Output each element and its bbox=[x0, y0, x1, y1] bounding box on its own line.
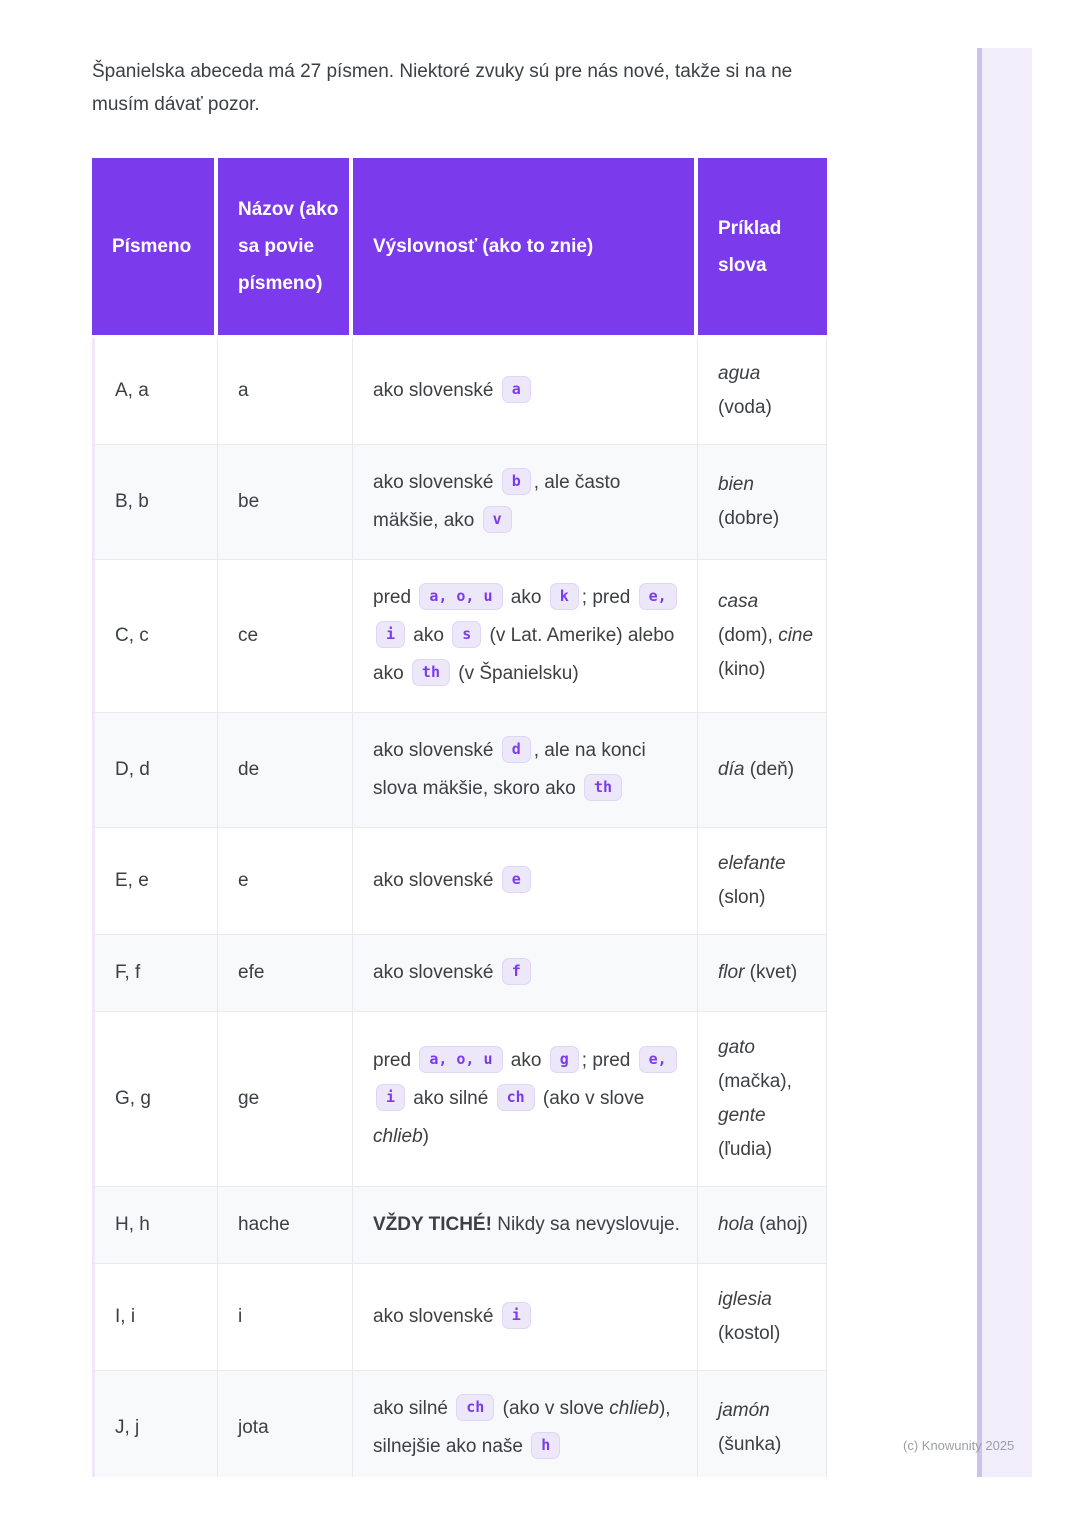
example-cell: bien (dobre) bbox=[698, 445, 827, 560]
alphabet-table: Písmeno Názov (ako sa povie písmeno) Výs… bbox=[92, 158, 827, 1477]
letter-name-cell: efe bbox=[218, 935, 353, 1012]
code-chip: v bbox=[482, 506, 512, 533]
example-word-italic: día bbox=[718, 759, 745, 780]
code-chip: ch bbox=[496, 1084, 535, 1111]
letter-name-cell: de bbox=[218, 713, 353, 828]
code-chip: e, bbox=[638, 583, 677, 610]
example-word-italic: flor bbox=[718, 962, 745, 983]
pronunciation-cell: ako slovenské f bbox=[353, 935, 698, 1012]
pronunciation-cell: ako slovenské e bbox=[353, 828, 698, 935]
code-chip: s bbox=[452, 621, 482, 648]
knowunity-watermark: (c) Knowunity 2025 bbox=[903, 1438, 1015, 1453]
pronunciation-cell: pred a, o, u ako k; pred e, i ako s (v L… bbox=[353, 560, 698, 713]
example-word-italic: casa bbox=[718, 591, 759, 612]
letter-cell: G, g bbox=[92, 1012, 218, 1187]
example-word-italic: iglesia bbox=[718, 1289, 772, 1310]
code-chip: h bbox=[531, 1432, 561, 1459]
code-chip: e, bbox=[638, 1046, 677, 1073]
column-header-nazov: Názov (ako sa povie písmeno) bbox=[218, 158, 353, 338]
vertical-scrollbar[interactable] bbox=[977, 48, 1032, 1477]
pronunciation-cell: ako slovenské d, ale na konci slova mäkš… bbox=[353, 713, 698, 828]
letter-cell: I, i bbox=[92, 1264, 218, 1371]
code-chip: th bbox=[584, 774, 623, 801]
code-chip: b bbox=[501, 468, 531, 495]
letter-name-cell: i bbox=[218, 1264, 353, 1371]
example-word-italic: bien bbox=[718, 474, 754, 495]
column-header-vyslovnost: Výslovnosť (ako to znie) bbox=[353, 158, 698, 338]
table-row: C, c ce pred a, o, u ako k; pred e, i ako … bbox=[92, 560, 827, 713]
example-cell: casa (dom), cine (kino) bbox=[698, 560, 827, 713]
pronunciation-cell: VŽDY TICHÉ! Nikdy sa nevyslovuje. bbox=[353, 1187, 698, 1264]
letter-cell: J, j bbox=[92, 1371, 218, 1477]
example-word-italic: chlieb bbox=[373, 1126, 423, 1147]
intro-paragraph: Španielska abeceda má 27 písmen. Niektor… bbox=[92, 61, 793, 115]
letter-name-cell: hache bbox=[218, 1187, 353, 1264]
example-word-italic: hola bbox=[718, 1214, 754, 1235]
pronunciation-cell: ako slovenské b, ale často mäkšie, ako v bbox=[353, 445, 698, 560]
pronunciation-cell: ako silné ch (ako v slove chlieb), silne… bbox=[353, 1371, 698, 1477]
table-row: J, j jota ako silné ch (ako v slove chlieb… bbox=[92, 1371, 827, 1477]
table-row: I, i i ako slovenské i iglesia (kostol) bbox=[92, 1264, 827, 1371]
example-word-italic: jamón bbox=[718, 1400, 770, 1421]
example-cell: hola (ahoj) bbox=[698, 1187, 827, 1264]
letter-cell: B, b bbox=[92, 445, 218, 560]
code-chip: i bbox=[501, 1302, 531, 1329]
code-chip: g bbox=[549, 1046, 579, 1073]
code-chip: ch bbox=[456, 1394, 495, 1421]
example-word-italic: gente bbox=[718, 1105, 766, 1126]
example-cell: flor (kvet) bbox=[698, 935, 827, 1012]
table-row: H, h hache VŽDY TICHÉ! Nikdy sa nevyslovuj… bbox=[92, 1187, 827, 1264]
table-row: G, g ge pred a, o, u ako g; pred e, i ako … bbox=[92, 1012, 827, 1187]
letter-name-cell: jota bbox=[218, 1371, 353, 1477]
code-chip: th bbox=[411, 659, 450, 686]
example-word-italic: agua bbox=[718, 363, 761, 384]
letter-cell: E, e bbox=[92, 828, 218, 935]
code-chip: k bbox=[549, 583, 579, 610]
column-header-pismeno: Písmeno bbox=[92, 158, 218, 338]
table-header-row: Písmeno Názov (ako sa povie písmeno) Výs… bbox=[92, 158, 827, 338]
code-chip: f bbox=[501, 958, 531, 985]
example-word-italic: cine bbox=[778, 625, 814, 646]
letter-name-cell: a bbox=[218, 338, 353, 445]
example-cell: jamón (šunka) bbox=[698, 1371, 827, 1477]
pronunciation-cell: ako slovenské a bbox=[353, 338, 698, 445]
code-chip: i bbox=[376, 621, 406, 648]
example-word-italic: chlieb bbox=[609, 1398, 659, 1419]
column-header-priklad: Príklad slova bbox=[698, 158, 827, 338]
example-cell: elefante (slon) bbox=[698, 828, 827, 935]
example-cell: gato (mačka), gente (ľudia) bbox=[698, 1012, 827, 1187]
pronunciation-cell: ako slovenské i bbox=[353, 1264, 698, 1371]
page-content: Španielska abeceda má 27 písmen. Niektor… bbox=[92, 61, 827, 1477]
pronunciation-cell: pred a, o, u ako g; pred e, i ako silné … bbox=[353, 1012, 698, 1187]
example-word-italic: gato bbox=[718, 1037, 755, 1058]
letter-name-cell: be bbox=[218, 445, 353, 560]
letter-cell: F, f bbox=[92, 935, 218, 1012]
letter-cell: A, a bbox=[92, 338, 218, 445]
example-cell: iglesia (kostol) bbox=[698, 1264, 827, 1371]
table-row: A, a a ako slovenské a agua (voda) bbox=[92, 338, 827, 445]
code-chip: e bbox=[501, 866, 531, 893]
letter-name-cell: ge bbox=[218, 1012, 353, 1187]
table-row: F, f efe ako slovenské f flor (kvet) bbox=[92, 935, 827, 1012]
table-row: B, b be ako slovenské b, ale často mäkšie,… bbox=[92, 445, 827, 560]
code-chip: a, o, u bbox=[419, 1046, 503, 1073]
code-chip: i bbox=[376, 1084, 406, 1111]
table-row: E, e e ako slovenské e elefante (slon) bbox=[92, 828, 827, 935]
code-chip: a, o, u bbox=[419, 583, 503, 610]
code-chip: d bbox=[501, 736, 531, 763]
letter-name-cell: e bbox=[218, 828, 353, 935]
letter-name-cell: ce bbox=[218, 560, 353, 713]
letter-cell: C, c bbox=[92, 560, 218, 713]
letter-cell: H, h bbox=[92, 1187, 218, 1264]
letter-cell: D, d bbox=[92, 713, 218, 828]
example-word-italic: elefante bbox=[718, 853, 786, 874]
table-row: D, d de ako slovenské d, ale na konci slov… bbox=[92, 713, 827, 828]
example-cell: día (deň) bbox=[698, 713, 827, 828]
emphasis-text: VŽDY TICHÉ! bbox=[373, 1214, 492, 1235]
code-chip: a bbox=[501, 376, 531, 403]
example-cell: agua (voda) bbox=[698, 338, 827, 445]
